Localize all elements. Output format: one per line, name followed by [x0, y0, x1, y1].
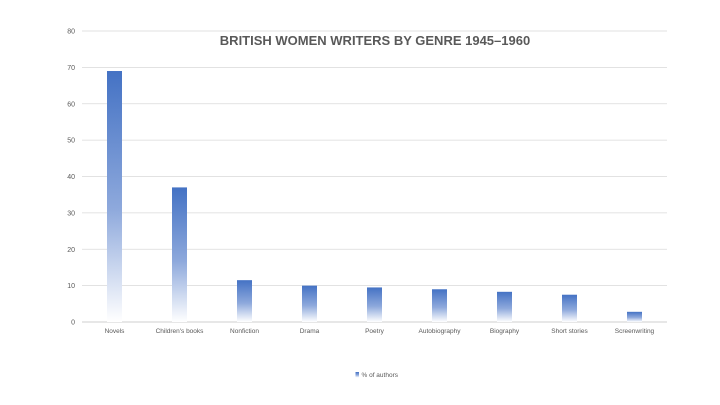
y-tick-label: 10 — [67, 283, 75, 290]
x-tick-label: Screenwriting — [615, 328, 655, 335]
bar — [367, 287, 382, 322]
x-tick-label: Biography — [490, 328, 520, 335]
x-tick-label: Nonfiction — [230, 328, 259, 335]
x-tick-label: Poetry — [365, 328, 385, 335]
legend-swatch — [355, 372, 359, 378]
chart-title: BRITISH WOMEN WRITERS BY GENRE 1945–1960 — [220, 33, 530, 48]
x-tick-label: Short stories — [551, 328, 588, 335]
x-tick-label: Children's books — [156, 328, 205, 335]
bar — [497, 291, 512, 322]
y-tick-label: 50 — [67, 138, 75, 145]
y-tick-label: 20 — [67, 247, 75, 254]
bar — [562, 294, 577, 322]
bar — [172, 187, 187, 322]
bar — [302, 285, 317, 322]
x-tick-label: Autobiography — [419, 328, 462, 335]
x-tick-label: Novels — [105, 328, 126, 335]
bar — [627, 311, 642, 322]
bar — [107, 71, 122, 322]
bar — [237, 280, 252, 322]
y-tick-label: 70 — [67, 65, 75, 72]
bar — [432, 289, 447, 322]
y-tick-label: 30 — [67, 210, 75, 217]
y-tick-label: 80 — [67, 29, 75, 36]
gridlines — [82, 30, 667, 323]
legend-label: % of authors — [362, 372, 399, 379]
y-axis-ticks: 0 10 20 30 40 50 60 70 80 — [67, 29, 75, 327]
y-tick-label: 60 — [67, 101, 75, 108]
y-tick-label: 0 — [71, 320, 75, 327]
bars — [107, 71, 642, 322]
x-tick-label: Drama — [300, 328, 320, 335]
y-tick-label: 40 — [67, 174, 75, 181]
x-axis-ticks: Novels Children's books Nonfiction Drama Poe… — [105, 328, 655, 335]
legend: % of authors — [355, 372, 399, 379]
